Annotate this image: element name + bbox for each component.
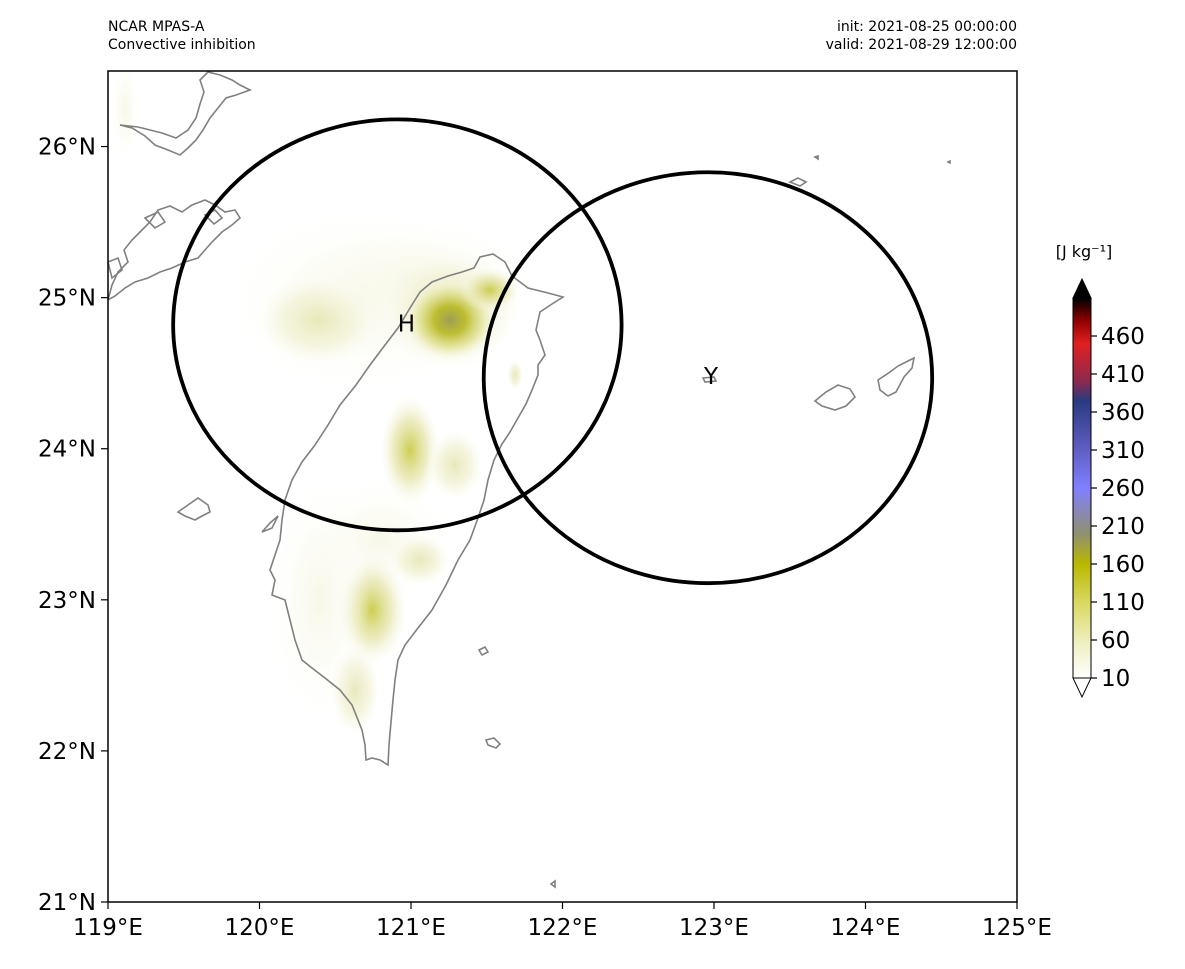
china-inlet bbox=[143, 210, 167, 230]
colorbar-tick-label: 360 bbox=[1101, 400, 1145, 426]
lon-tick-label: 120°E bbox=[225, 915, 295, 941]
lon-axis: 119°E 120°E 121°E 122°E 123°E 124°E 125°E bbox=[73, 902, 1052, 941]
china-coast-north bbox=[119, 71, 253, 156]
lon-tick-label: 121°E bbox=[376, 915, 446, 941]
circles bbox=[171, 117, 935, 586]
circle-h bbox=[171, 117, 624, 533]
lat-tick-label: 24°N bbox=[38, 437, 96, 463]
model-name: NCAR MPAS-A bbox=[108, 19, 205, 35]
field-name: Convective inhibition bbox=[108, 37, 256, 53]
colorbar-tick-label: 310 bbox=[1101, 438, 1145, 464]
colorbar-tick-label: 110 bbox=[1101, 590, 1145, 616]
init-time: init: 2021-08-25 00:00:00 bbox=[837, 19, 1017, 35]
china-coastline bbox=[108, 199, 242, 301]
valid-time: valid: 2021-08-29 12:00:00 bbox=[825, 37, 1017, 53]
island-dot-2 bbox=[946, 159, 951, 165]
colorbar-tick-label: 260 bbox=[1101, 476, 1145, 502]
island-miyako bbox=[877, 356, 916, 397]
taiwan-coastline bbox=[269, 253, 565, 767]
colorbar-units: [J kg⁻¹] bbox=[1056, 242, 1113, 261]
island-guishan bbox=[701, 376, 718, 383]
colorbar-tick-label: 160 bbox=[1101, 552, 1145, 578]
lon-tick-label: 122°E bbox=[528, 915, 598, 941]
island-green bbox=[477, 645, 490, 657]
colorbar-extend-bottom bbox=[1072, 677, 1092, 699]
marker-h: H bbox=[398, 311, 415, 337]
colorbar-tick-label: 410 bbox=[1101, 362, 1145, 388]
lon-tick-label: 125°E bbox=[982, 915, 1052, 941]
china-island-b bbox=[108, 256, 123, 280]
lat-tick-label: 26°N bbox=[38, 135, 96, 161]
island-ishigaki bbox=[813, 384, 857, 411]
colorbar-gradient bbox=[1072, 297, 1092, 679]
lon-tick-label: 123°E bbox=[679, 915, 749, 941]
colorbar-tick-label: 460 bbox=[1101, 324, 1145, 350]
island-yaeyama-small bbox=[788, 177, 808, 187]
circle-y bbox=[481, 170, 935, 586]
lon-tick-label: 119°E bbox=[73, 915, 143, 941]
colorbar-ticks: 10 60 110 160 210 260 310 360 410 460 bbox=[1091, 324, 1145, 692]
map-area: H Y bbox=[108, 71, 1017, 902]
lon-tick-label: 124°E bbox=[831, 915, 901, 941]
island-dot-1 bbox=[813, 154, 819, 161]
lat-tick-label: 22°N bbox=[38, 739, 96, 765]
cin-field bbox=[111, 71, 530, 735]
lat-axis: 21°N 22°N 23°N 24°N 25°N 26°N bbox=[38, 135, 108, 916]
colorbar: [J kg⁻¹] 10 60 110 160 210 260 310 360 410 460 bbox=[1056, 242, 1145, 699]
colorbar-tick-label: 60 bbox=[1101, 628, 1130, 654]
marker-y: Y bbox=[703, 364, 719, 390]
island-liuqiu bbox=[261, 515, 279, 533]
header-right: init: 2021-08-25 00:00:00 valid: 2021-08… bbox=[826, 18, 1017, 54]
lat-tick-label: 21°N bbox=[38, 890, 96, 916]
colorbar-tick-label: 10 bbox=[1101, 666, 1130, 692]
island-penghu bbox=[176, 497, 211, 521]
island-dot-3 bbox=[549, 879, 556, 889]
colorbar-tick-label: 210 bbox=[1101, 514, 1145, 540]
lat-tick-label: 25°N bbox=[38, 286, 96, 312]
colorbar-extend-top bbox=[1072, 277, 1092, 299]
island-orchid bbox=[484, 737, 502, 749]
header-left: NCAR MPAS-A Convective inhibition bbox=[108, 18, 256, 54]
lat-tick-label: 23°N bbox=[38, 588, 96, 614]
